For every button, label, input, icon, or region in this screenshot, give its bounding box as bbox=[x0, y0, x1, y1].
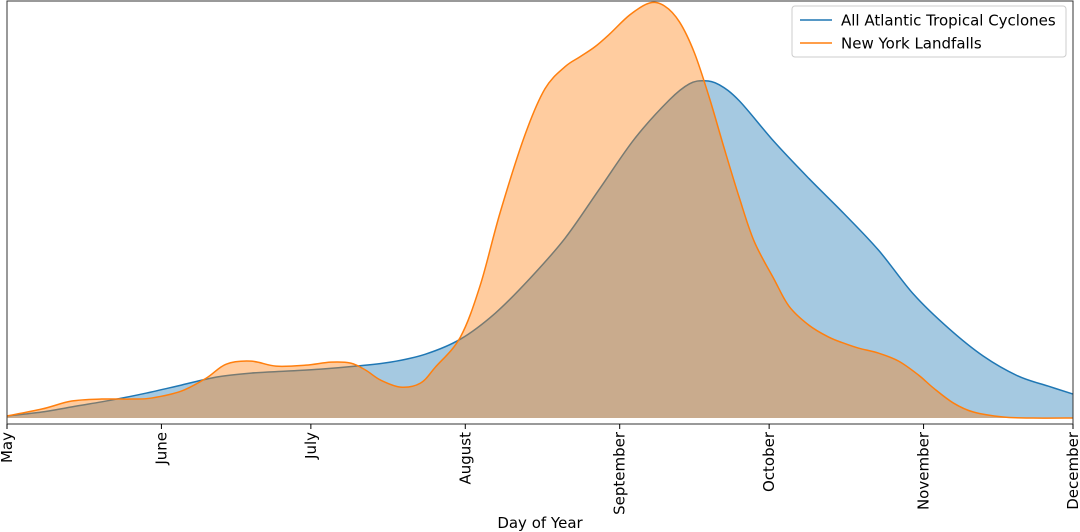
x-tick-label-2: July bbox=[302, 432, 320, 460]
series-area-1 bbox=[7, 2, 1073, 419]
x-tick-label-1: June bbox=[152, 432, 170, 466]
series-layer bbox=[6, 1, 1074, 419]
x-tick-label-7: December bbox=[1064, 431, 1080, 510]
series-line-0 bbox=[6, 80, 1074, 417]
x-tick-label-0: May bbox=[0, 432, 16, 463]
x-tick-label-6: November bbox=[915, 431, 933, 510]
x-tick-label-5: October bbox=[760, 431, 778, 492]
legend: All Atlantic Tropical Cyclones New York … bbox=[791, 5, 1067, 58]
legend-label-new-york: New York Landfalls bbox=[841, 35, 982, 53]
series-area-0 bbox=[7, 80, 1073, 419]
x-tick-label-4: September bbox=[611, 431, 629, 515]
legend-box bbox=[791, 5, 1067, 58]
series-line-1 bbox=[6, 1, 1074, 419]
x-axis-label: Day of Year bbox=[497, 514, 583, 532]
x-axis: May June July August September October Novembe… bbox=[0, 424, 1080, 515]
x-tick-label-3: August bbox=[456, 432, 474, 485]
plot-area bbox=[6, 0, 1074, 425]
plot-frame bbox=[6, 0, 1074, 425]
legend-label-all-atlantic: All Atlantic Tropical Cyclones bbox=[841, 12, 1056, 30]
